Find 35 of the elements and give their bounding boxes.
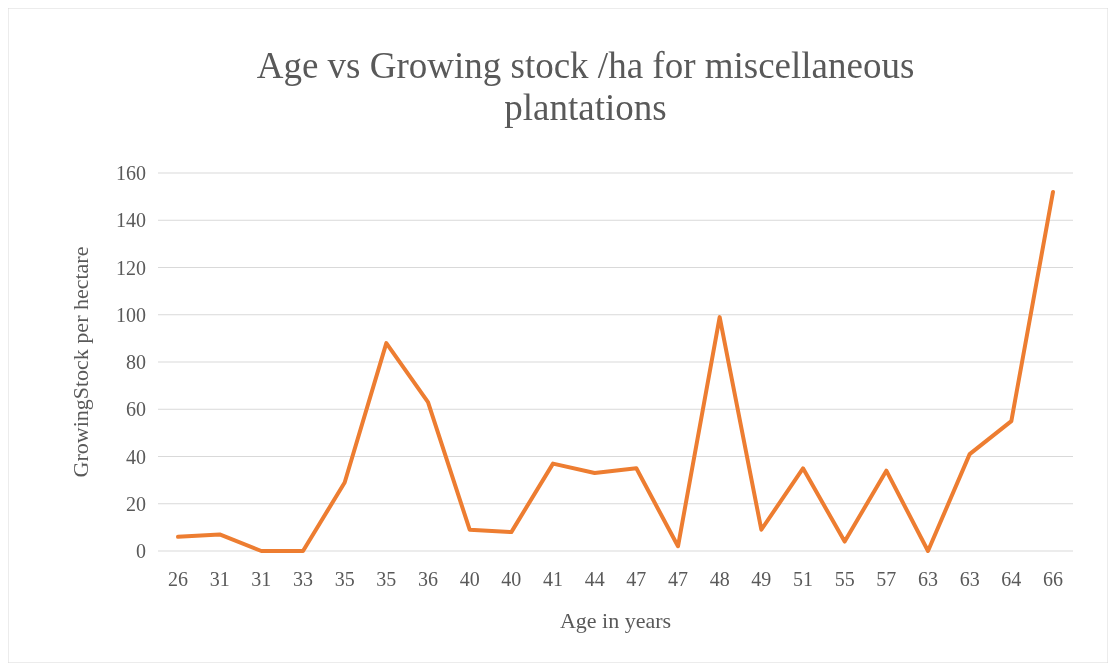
x-tick-label: 40 [459, 568, 480, 590]
x-tick-label: 63 [918, 568, 938, 590]
x-tick-label: 63 [959, 568, 980, 590]
x-tick-label: 26 [168, 568, 188, 590]
x-tick-label: 64 [1001, 568, 1022, 590]
y-tick-label: 0 [136, 540, 146, 562]
y-tick-label: 20 [126, 492, 146, 515]
x-axis-title: Age in years [559, 608, 672, 633]
x-tick-label: 57 [876, 568, 897, 590]
y-tick-label: 60 [126, 398, 146, 421]
x-tick-label: 35 [334, 568, 355, 590]
x-tick-label: 40 [501, 568, 522, 590]
x-tick-label: 66 [1043, 568, 1063, 590]
y-tick-label: 120 [116, 256, 146, 279]
x-tick-label: 31 [209, 568, 230, 590]
x-tick-label: 41 [543, 568, 563, 590]
y-tick-label: 40 [126, 445, 146, 468]
x-tick-label: 35 [376, 568, 397, 590]
y-tick-label: 100 [116, 303, 146, 326]
x-tick-label: 31 [251, 568, 272, 590]
x-tick-label: 47 [668, 568, 688, 590]
x-tick-label: 48 [709, 568, 730, 590]
line-series [176, 189, 1055, 553]
x-tick-label: 36 [418, 568, 438, 590]
y-tick-label: 80 [126, 351, 146, 373]
x-tick-label: 49 [751, 568, 772, 590]
y-tick-label: 140 [116, 209, 146, 232]
chart-title: Age vs Growing stock /ha for miscellaneous plantations [256, 45, 915, 128]
x-tick-label: 47 [626, 568, 647, 590]
y-tick-label: 160 [116, 162, 146, 184]
x-tick-label: 51 [793, 568, 813, 590]
y-axis-title: GrowingStock per hectare [68, 246, 93, 478]
x-tick-label: 55 [834, 568, 855, 590]
x-tick-label: 44 [584, 568, 605, 590]
x-tick-label: 33 [293, 568, 313, 590]
